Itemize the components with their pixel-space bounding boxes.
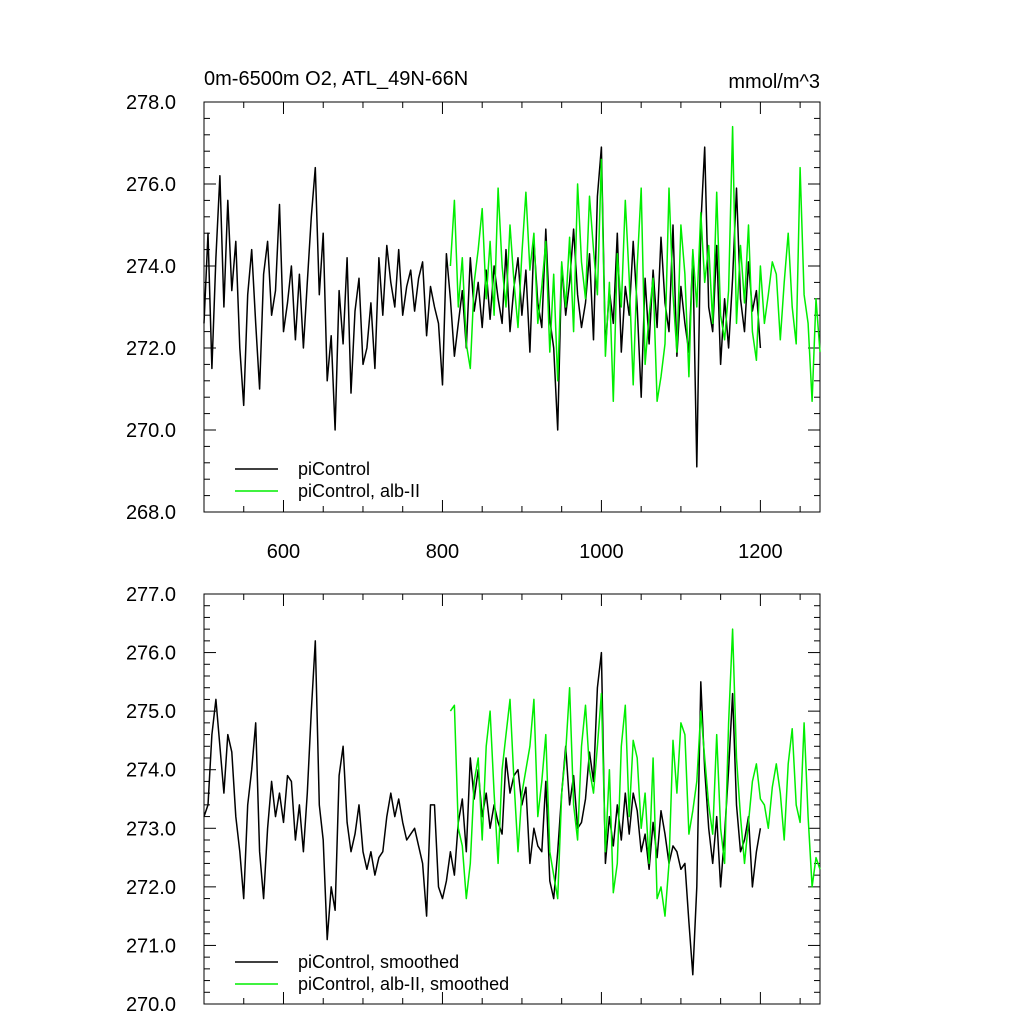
y-tick-label: 272.0 — [126, 338, 176, 360]
y-tick-label: 277.0 — [126, 584, 176, 606]
legend-label-picontrol-smoothed: piControl, smoothed — [298, 952, 459, 972]
bottom-axis-ticks: 270.0 271.0 272.0 273.0 274.0 275.0 276.0 277.0 — [126, 584, 820, 1016]
x-tick-label: 1000 — [579, 541, 624, 563]
series-line-picontrol-smoothed — [203, 640, 762, 976]
bottom-legend: piControl, smoothed piControl, alb-II, s… — [235, 952, 509, 994]
x-tick-label: 600 — [267, 541, 300, 563]
bottom-panel: 270.0 271.0 272.0 273.0 274.0 275.0 276.0 277.0… — [126, 584, 821, 1016]
legend-label-alb: piControl, alb-II — [298, 481, 420, 501]
y-tick-label: 271.0 — [126, 935, 176, 957]
y-tick-label: 272.0 — [126, 877, 176, 899]
y-tick-label: 270.0 — [126, 420, 176, 442]
y-tick-label: 274.0 — [126, 256, 176, 278]
legend-label-alb-smoothed: piControl, alb-II, smoothed — [298, 974, 509, 994]
bottom-series-group — [203, 628, 821, 976]
y-tick-label: 278.0 — [126, 92, 176, 114]
units-label: mmol/m^3 — [728, 71, 820, 93]
y-tick-label: 273.0 — [126, 818, 176, 840]
series-line-picontrol — [203, 146, 762, 468]
y-tick-label: 270.0 — [126, 994, 176, 1016]
top-axis-ticks: 268.0 270.0 272.0 274.0 276.0 278.0 600 800 1000… — [126, 92, 820, 563]
x-tick-label: 1200 — [738, 541, 783, 563]
top-panel: 0m-6500m O2, ATL_49N-66N mmol/m^3 268.02… — [126, 68, 821, 563]
top-series-group — [203, 125, 821, 468]
y-tick-label: 274.0 — [126, 760, 176, 782]
x-tick-label: 800 — [426, 541, 459, 563]
top-legend: piControl piControl, alb-II — [235, 459, 420, 501]
bottom-plot-frame — [203, 593, 821, 1005]
series-line-picontrol-alb-ii-smoothed — [449, 628, 821, 917]
series-line-picontrol-alb-ii — [449, 125, 821, 403]
y-tick-label: 268.0 — [126, 502, 176, 524]
chart-title: 0m-6500m O2, ATL_49N-66N — [204, 68, 468, 90]
y-tick-label: 275.0 — [126, 701, 176, 723]
y-tick-label: 276.0 — [126, 643, 176, 665]
y-tick-label: 276.0 — [126, 174, 176, 196]
legend-label-picontrol: piControl — [298, 459, 370, 479]
